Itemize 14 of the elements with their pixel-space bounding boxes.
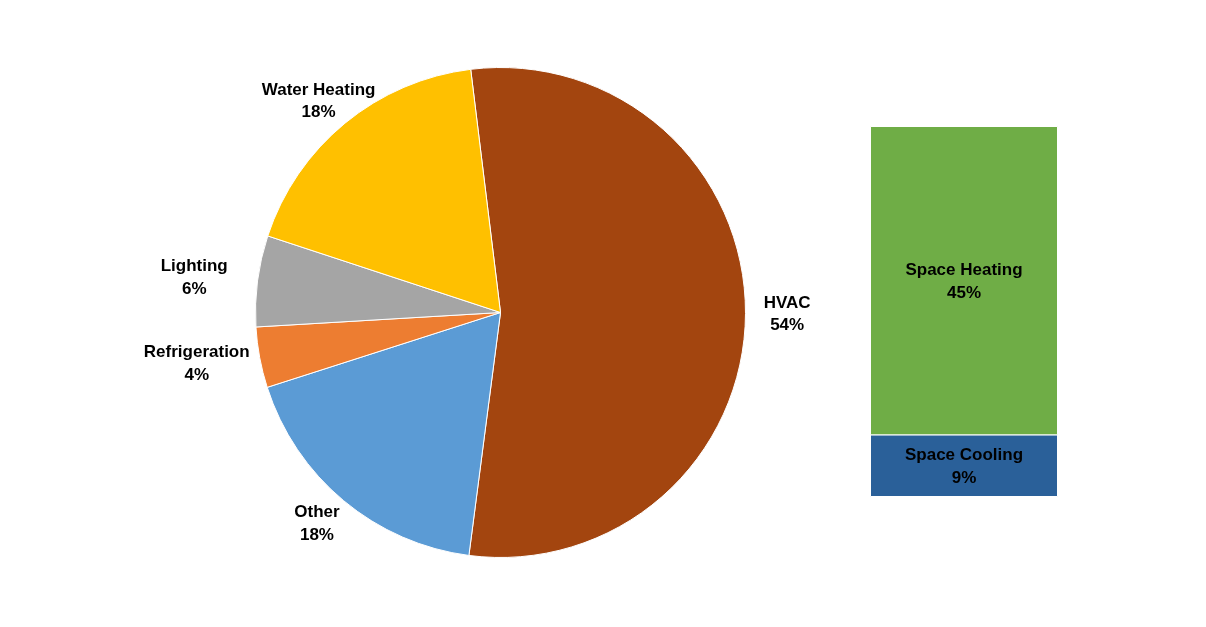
data-label: 4% [184,364,210,384]
data-label: 6% [181,279,207,299]
data-label: 18% [301,102,336,122]
data-label: 9% [951,467,977,487]
slice-label: Other [294,502,341,522]
series-label: Space Heating [905,259,1023,279]
data-label: 45% [946,282,982,302]
slice-label: HVAC [763,292,811,312]
slice-label: Refrigeration [143,342,250,362]
slice-label: Water Heating [261,79,376,99]
slice-label: Lighting [160,256,228,276]
series-label: Space Cooling [904,444,1024,464]
data-label: 18% [299,525,334,545]
data-label: 54% [770,315,805,335]
